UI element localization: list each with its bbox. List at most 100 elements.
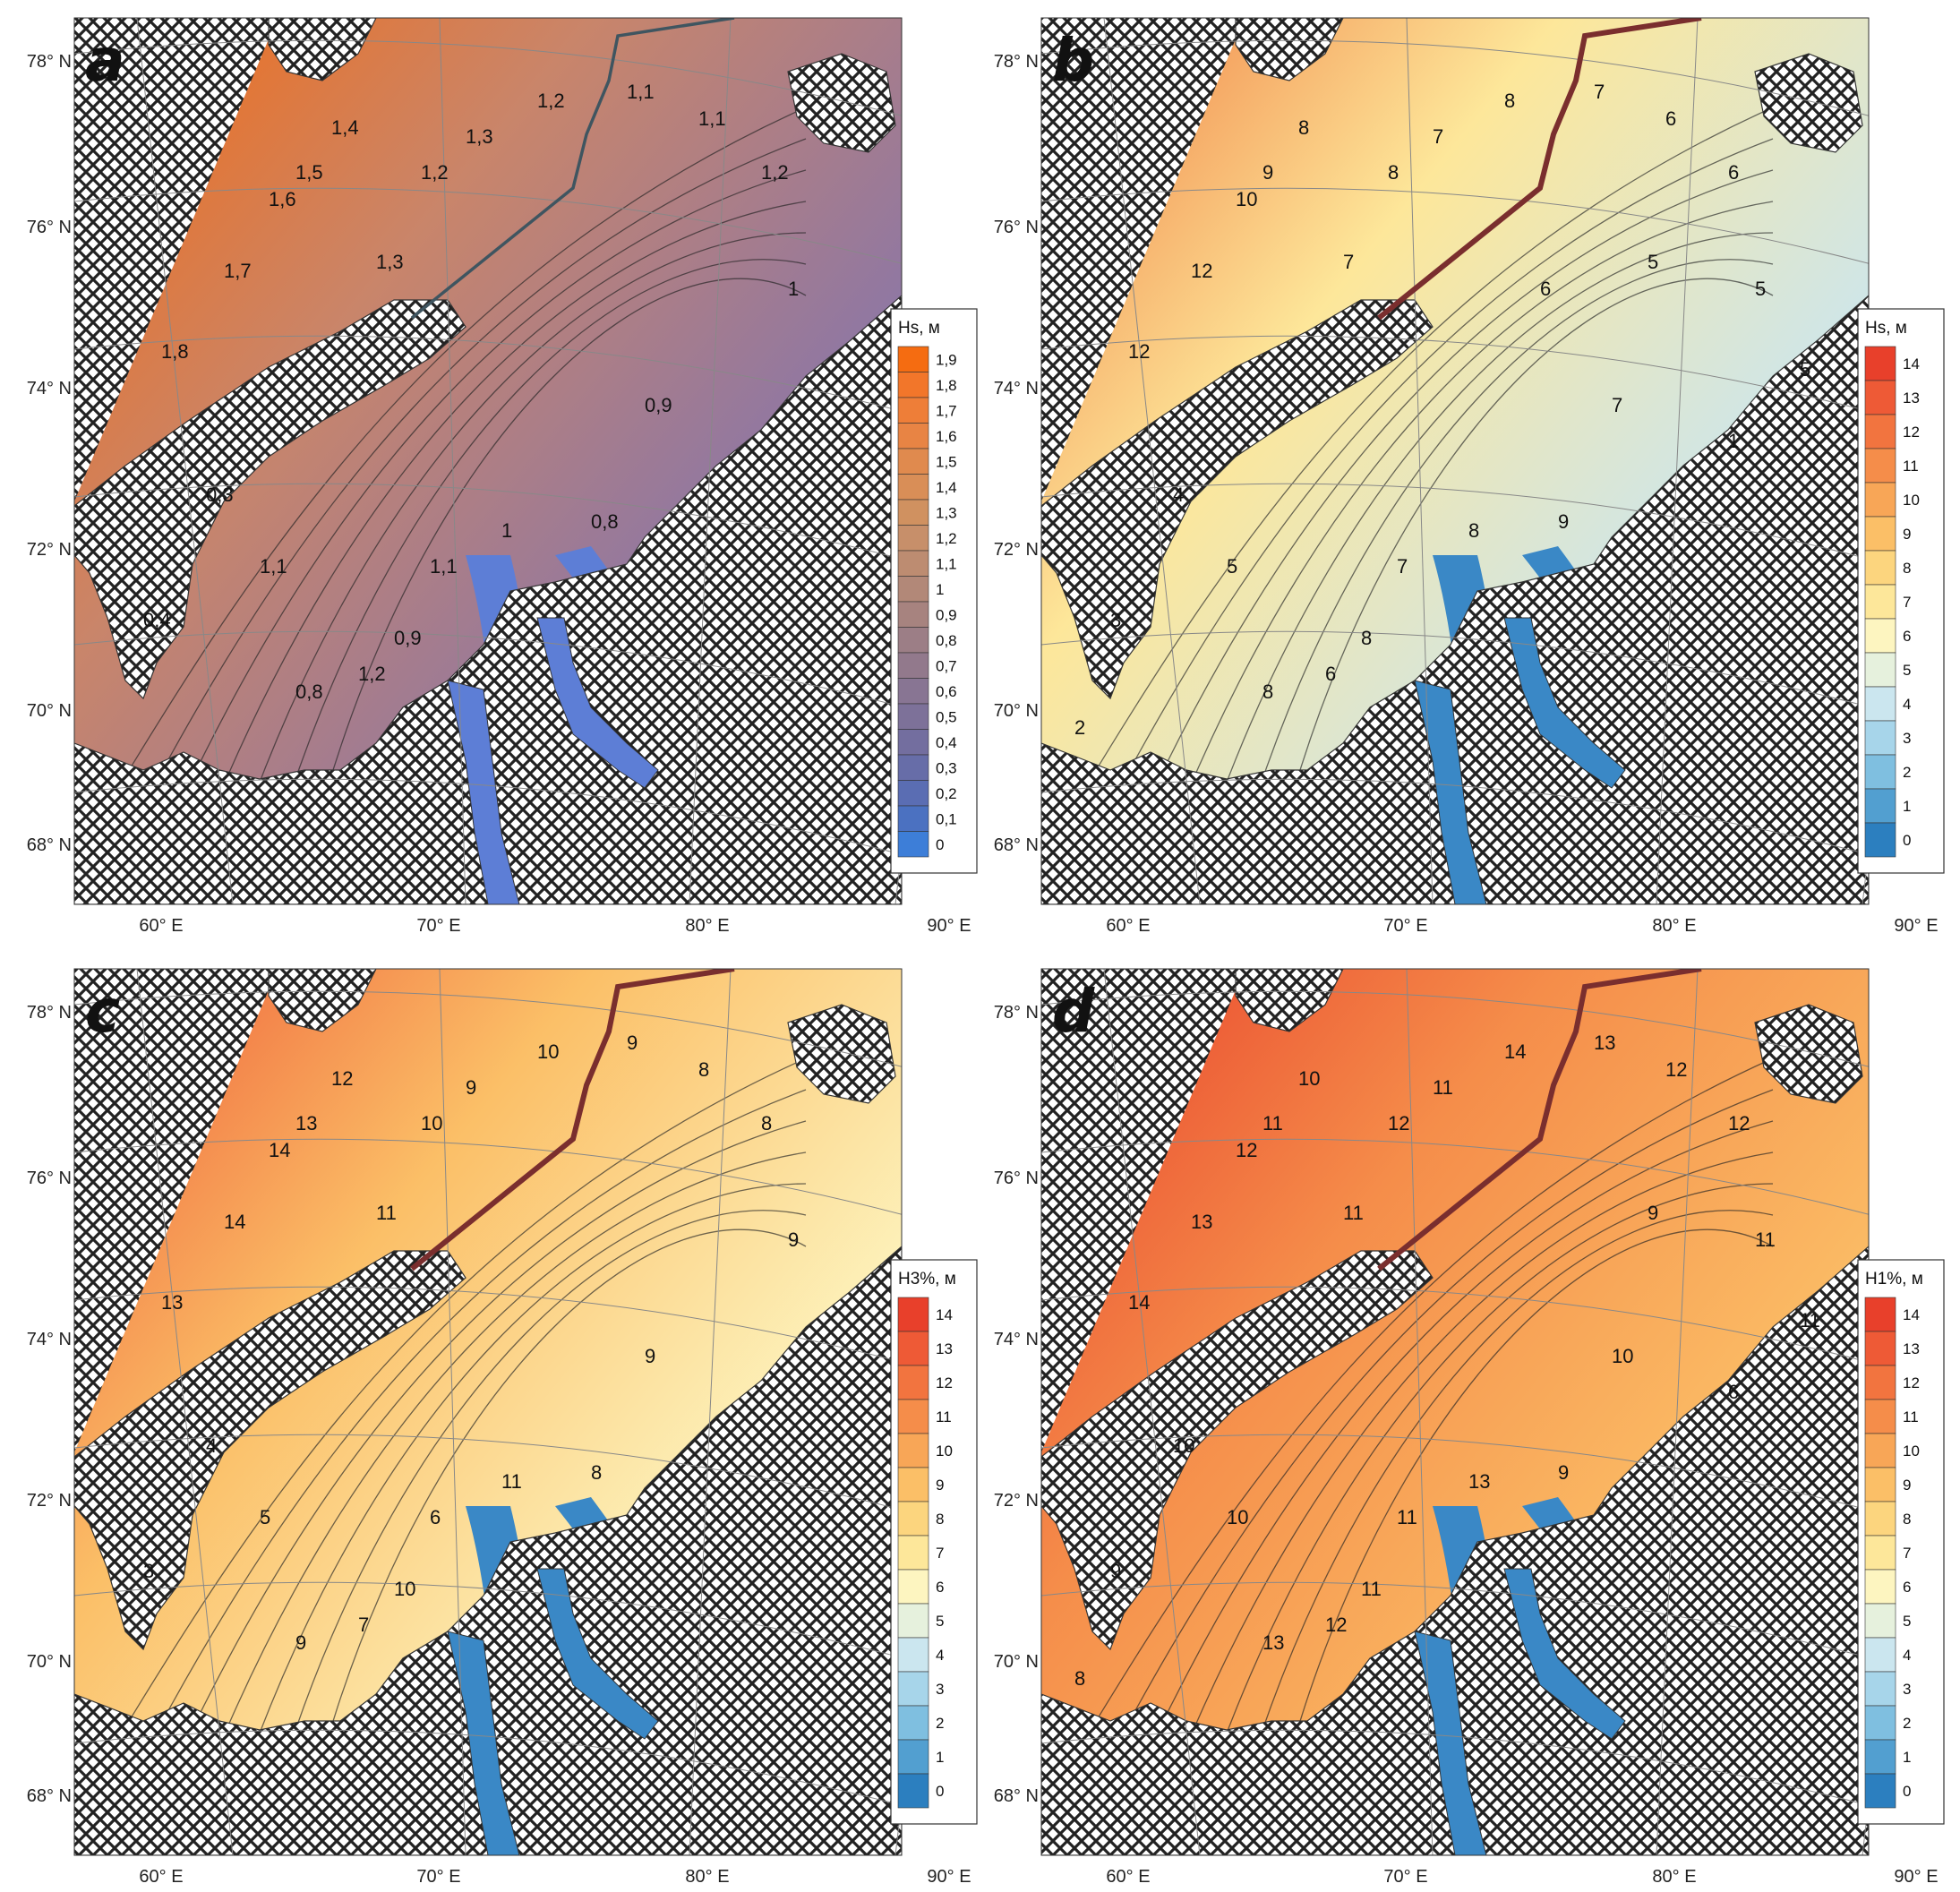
longitude-label: 90° E [1894, 1867, 1938, 1887]
contour-label: 10 [394, 1578, 415, 1600]
parallel-line [1041, 778, 1869, 855]
contour-line [142, 138, 807, 807]
land-mass [74, 1246, 902, 1855]
longitude-label: 60° E [139, 916, 183, 936]
contour-label: 12 [1325, 1614, 1347, 1636]
contour-line [1181, 201, 1774, 807]
contour-label: 1,6 [269, 188, 296, 210]
colorbar-swatch [1864, 1501, 1896, 1537]
colorbar-swatch [897, 729, 929, 756]
contour-label: 1,5 [295, 161, 323, 184]
contour-label: 14 [1128, 1291, 1150, 1314]
contour-label: 8 [1074, 1667, 1085, 1690]
contour-label: 9 [645, 1345, 655, 1367]
meridian-line [1406, 18, 1434, 904]
colorbar-swatch [897, 1297, 929, 1332]
gulf [447, 1631, 520, 1855]
colorbar-tick-label: 11 [1903, 1408, 1919, 1425]
contour-line [1181, 1151, 1774, 1758]
colorbar-title: Hs, м [1865, 319, 1907, 338]
colorbar-swatch [897, 1705, 929, 1741]
gulf [1414, 680, 1487, 904]
contour-line [321, 1229, 807, 1758]
latitude-label: 68° N [994, 1786, 1039, 1806]
contour-label: 1,7 [224, 260, 252, 282]
colorbar-swatch [897, 448, 929, 475]
colorbar-swatch [897, 1739, 929, 1775]
colorbar-tick-label: 1,1 [936, 555, 957, 572]
contour-label: 13 [1191, 1211, 1212, 1233]
contour-label: 1,3 [466, 125, 493, 148]
colorbar-tick-label: 0,4 [936, 734, 957, 751]
longitude-label: 90° E [927, 916, 971, 936]
colorbar-title: Hs, м [898, 319, 940, 338]
colorbar-tick-label: 3 [1903, 1681, 1911, 1698]
contour-line [1217, 1183, 1774, 1758]
latitude-label: 76° N [994, 1169, 1039, 1188]
contour-label: 3 [1110, 609, 1121, 631]
latitude-label: 78° N [27, 1003, 72, 1023]
colorbar-swatch [1864, 754, 1896, 790]
colorbar-tick-label: 10 [1903, 492, 1920, 509]
contour-label: 1 [1728, 430, 1739, 452]
colorbar-swatch [897, 576, 929, 603]
contour-line [107, 107, 807, 807]
latitude-label: 68° N [994, 835, 1039, 855]
colorbar-swatch [1864, 1467, 1896, 1502]
latitude-label: 74° N [27, 1330, 72, 1349]
colorbar-tick-label: 1,9 [936, 351, 957, 368]
contour-line [1145, 1120, 1774, 1758]
contour-label: 5 [1800, 358, 1810, 381]
contour-label: 11 [1755, 1229, 1776, 1251]
colorbar-swatch [897, 1773, 929, 1809]
latitude-label: 70° N [27, 1652, 72, 1672]
contour-label: 8 [761, 1112, 772, 1134]
colorbar-tick-label: 3 [936, 1681, 944, 1698]
meridian-line [1406, 969, 1434, 1855]
colorbar-swatch [1864, 1433, 1896, 1468]
colorbar-swatch [1864, 1569, 1896, 1605]
meridian-line [1103, 18, 1201, 904]
colorbar-tick-label: 1,8 [936, 377, 957, 394]
contour-label: 0,8 [591, 510, 619, 533]
contour-label: 8 [591, 1461, 602, 1484]
latitude-label: 72° N [27, 1491, 72, 1511]
colorbar-swatch [897, 397, 929, 424]
colorbar-swatch [897, 1399, 929, 1434]
colorbar-swatch [897, 1433, 929, 1468]
colorbar-swatch [1864, 720, 1896, 756]
contour-line [286, 259, 807, 807]
parallel-line [74, 1581, 902, 1658]
contour-label: 5 [1227, 555, 1237, 578]
parallel-line [1041, 39, 1869, 116]
latitude-label: 76° N [27, 218, 72, 237]
contour-label: 5 [1755, 278, 1766, 300]
colorbar-tick-label: 9 [1903, 1477, 1911, 1494]
contour-label: 10 [1227, 1506, 1248, 1528]
longitude-label: 80° E [1652, 916, 1696, 936]
colorbar-tick-label: 1 [1903, 798, 1911, 815]
meridian-line [136, 18, 234, 904]
latitude-label: 68° N [27, 1786, 72, 1806]
colorbar-tick-label: 1 [936, 581, 944, 598]
colorbar-swatch [897, 805, 929, 832]
contour-label: 6 [430, 1506, 441, 1528]
gulf [447, 680, 520, 904]
contour-label: 8 [1388, 161, 1399, 184]
longitude-label: 60° E [1106, 916, 1150, 936]
map-panel-a: 1,8 1,7 1,6 1,5 1,4 1,3 1,2 1,3 1,2 1,1 1,1 1,2 1 0,9… [27, 17, 978, 936]
colorbar-tick-label: 14 [1903, 1306, 1920, 1323]
latitude-label: 74° N [994, 379, 1039, 398]
colorbar-swatch [897, 678, 929, 705]
parallel-line [74, 187, 902, 264]
contour-label: 12 [331, 1067, 353, 1090]
colorbar-tick-label: 0 [936, 1783, 944, 1800]
contour-label: 7 [358, 1614, 369, 1636]
colorbar-tick-label: 4 [1903, 696, 1911, 713]
colorbar-swatch [1864, 482, 1896, 518]
colorbar-tick-label: 2 [936, 1715, 944, 1732]
gulf [536, 1568, 659, 1740]
contour-label: 0,8 [295, 681, 323, 703]
contour-label: 10 [1236, 188, 1257, 210]
